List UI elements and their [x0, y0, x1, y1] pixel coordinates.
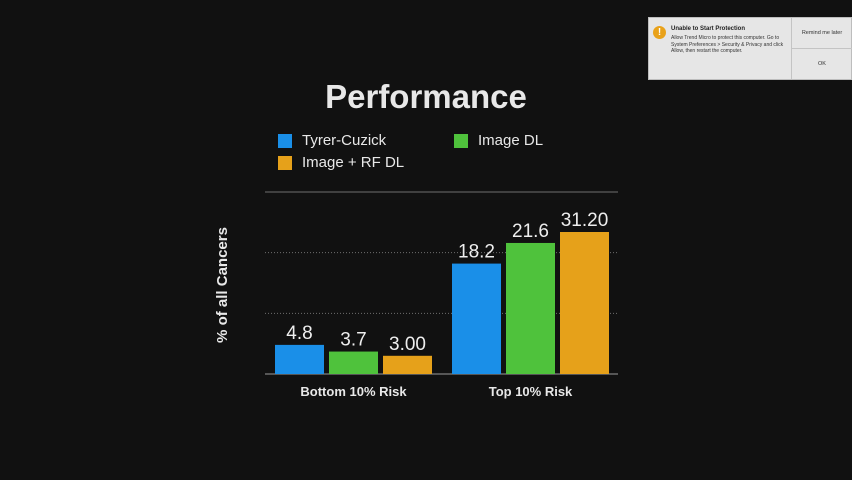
notification-actions: Remind me later OK: [791, 18, 852, 79]
data-label: 21.6: [512, 221, 549, 242]
bar-image-dl: [506, 242, 555, 374]
legend-item-image-dl: Image DL: [454, 132, 543, 149]
x-tick-label: Top 10% Risk: [489, 384, 573, 399]
slide-title: Performance: [325, 78, 527, 115]
notification-popup: ! Unable to Start Protection Allow Trend…: [648, 17, 852, 80]
bar-image-rf-dl: [560, 232, 609, 374]
bar-image-dl: [329, 351, 378, 374]
bar-tyrer-cuzick: [275, 344, 324, 374]
data-label: 18.2: [458, 242, 495, 263]
legend-label: Image + RF DL: [302, 154, 405, 171]
legend-swatch: [278, 133, 292, 148]
y-axis-label: % of all Cancers: [214, 227, 231, 343]
legend-label: Image DL: [478, 132, 544, 149]
legend-swatch: [278, 155, 292, 170]
data-label: 3.00: [389, 334, 426, 355]
legend-label: Tyrer-Cuzick: [302, 132, 387, 149]
notification-title: Unable to Start Protection: [671, 26, 746, 32]
bar-image-rf-dl: [383, 355, 432, 374]
warning-icon: !: [653, 26, 666, 39]
notification-content: ! Unable to Start Protection Allow Trend…: [649, 18, 791, 79]
legend-item-tyrer-cuzick: Tyrer-Cuzick: [278, 132, 386, 149]
remind-later-button[interactable]: Remind me later: [801, 30, 843, 36]
data-label: 31.20: [561, 210, 609, 231]
data-label: 4.8: [286, 323, 312, 344]
data-label: 3.7: [340, 330, 366, 351]
bar-tyrer-cuzick: [452, 263, 501, 374]
legend-item-image-rf-dl: Image + RF DL: [278, 154, 404, 171]
ok-button[interactable]: OK: [792, 48, 852, 79]
notification-body: Allow Trend Micro to protect this comput…: [671, 35, 784, 54]
legend-swatch: [454, 133, 468, 148]
x-tick-label: Bottom 10% Risk: [300, 384, 407, 399]
